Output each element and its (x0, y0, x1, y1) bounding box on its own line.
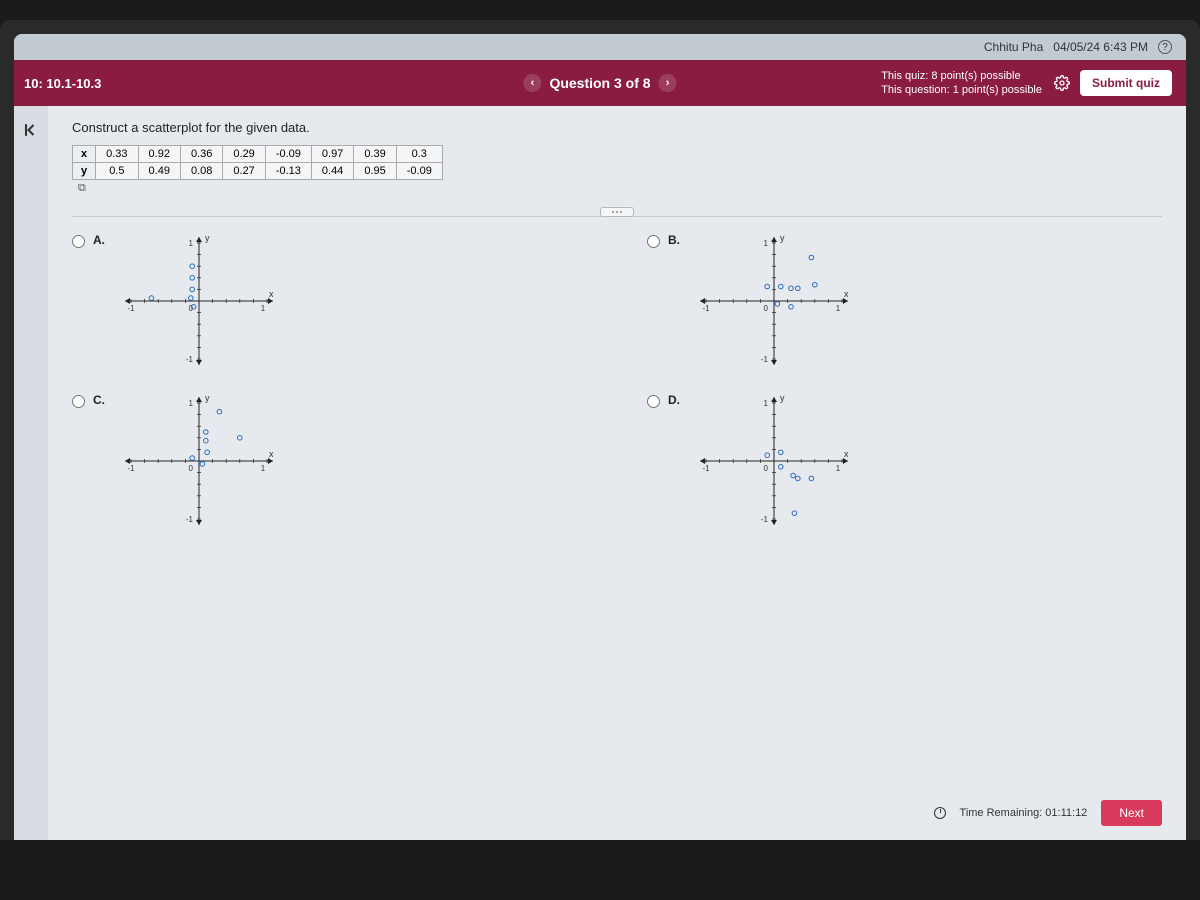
next-button[interactable]: Next (1101, 800, 1162, 826)
svg-text:0: 0 (764, 464, 769, 473)
radio-d[interactable] (647, 395, 660, 408)
svg-text:1: 1 (189, 399, 194, 408)
svg-text:y: y (780, 393, 785, 403)
header-datetime: 04/05/24 6:43 PM (1053, 40, 1148, 54)
clock-icon (934, 807, 946, 819)
svg-text:-1: -1 (761, 355, 769, 364)
svg-text:-1: -1 (761, 515, 769, 524)
svg-text:-1: -1 (186, 355, 194, 364)
svg-text:x: x (844, 289, 849, 299)
svg-text:-1: -1 (702, 304, 710, 313)
scatter-a: -111-10yx (119, 231, 279, 371)
svg-text:0: 0 (764, 304, 769, 313)
data-table: x 0.33 0.92 0.36 0.29 -0.09 0.97 0.39 0.… (72, 145, 443, 180)
svg-text:-1: -1 (127, 304, 135, 313)
row-x-label: x (73, 146, 96, 163)
svg-text:y: y (205, 233, 210, 243)
next-question-button[interactable]: › (659, 74, 677, 92)
table-row-y: y 0.5 0.49 0.08 0.27 -0.13 0.44 0.95 -0.… (73, 163, 443, 180)
svg-text:-1: -1 (702, 464, 710, 473)
content-row: Construct a scatterplot for the given da… (14, 106, 1186, 840)
quiz-points-line: This quiz: 8 point(s) possible (881, 69, 1042, 83)
gear-icon[interactable] (1054, 75, 1070, 91)
question-points-line: This question: 1 point(s) possible (881, 83, 1042, 97)
label-b: B. (668, 231, 686, 247)
left-gutter (14, 106, 48, 840)
monitor-frame: Chhitu Pha 04/05/24 6:43 PM ? 10: 10.1-1… (0, 20, 1200, 840)
user-name: Chhitu Pha (984, 40, 1043, 54)
header-actions: Submit quiz (1054, 70, 1186, 96)
label-d: D. (668, 391, 686, 407)
scatter-c: -1 1 1 -1 0 y x (119, 391, 279, 531)
radio-a[interactable] (72, 235, 85, 248)
svg-text:y: y (780, 233, 785, 243)
app-screen: Chhitu Pha 04/05/24 6:43 PM ? 10: 10.1-1… (14, 34, 1186, 840)
svg-text:-1: -1 (186, 515, 194, 524)
footer-bar: Time Remaining: 01:11:12 Next (934, 800, 1162, 826)
svg-text:x: x (269, 449, 274, 459)
svg-text:1: 1 (189, 239, 194, 248)
radio-c[interactable] (72, 395, 85, 408)
quiz-meta: This quiz: 8 point(s) possible This ques… (881, 69, 1054, 98)
row-y-label: y (73, 163, 96, 180)
svg-text:-1: -1 (127, 464, 135, 473)
prev-question-button[interactable]: ‹ (523, 74, 541, 92)
quiz-header-bar: 10: 10.1-10.3 ‹ Question 3 of 8 › This q… (14, 60, 1186, 106)
svg-text:1: 1 (836, 304, 841, 313)
scatter-d: -1 1 1 -1 0 y x (694, 391, 854, 531)
time-remaining: Time Remaining: 01:11:12 (960, 807, 1088, 819)
label-c: C. (93, 391, 111, 407)
table-row-x: x 0.33 0.92 0.36 0.29 -0.09 0.97 0.39 0.… (73, 146, 443, 163)
svg-text:1: 1 (261, 304, 266, 313)
svg-text:x: x (844, 449, 849, 459)
svg-text:0: 0 (189, 464, 194, 473)
section-label: 10: 10.1-10.3 (14, 76, 154, 91)
option-b: B. -1 1 1 -1 0 y x (647, 231, 972, 371)
svg-text:1: 1 (261, 464, 266, 473)
question-prompt: Construct a scatterplot for the given da… (72, 120, 1162, 135)
copy-icon[interactable]: ⧉ (78, 182, 86, 195)
top-bar: Chhitu Pha 04/05/24 6:43 PM ? (14, 34, 1186, 60)
svg-text:x: x (269, 289, 274, 299)
question-counter: Question 3 of 8 (549, 75, 650, 91)
scatter-b: -1 1 1 -1 0 y x (694, 231, 854, 371)
svg-text:1: 1 (836, 464, 841, 473)
submit-quiz-button[interactable]: Submit quiz (1080, 70, 1172, 96)
help-icon[interactable]: ? (1158, 40, 1172, 54)
radio-b[interactable] (647, 235, 660, 248)
option-d: D. -1 1 1 -1 0 y x (647, 391, 972, 531)
label-a: A. (93, 231, 111, 247)
option-a: A. -111-10yx (72, 231, 397, 371)
drag-handle[interactable] (600, 207, 634, 217)
question-nav: ‹ Question 3 of 8 › (523, 74, 676, 92)
svg-text:1: 1 (764, 239, 769, 248)
options-grid: A. -1 1 1 -1 0 y x B. -1 1 1 -1 0 y x C. -1 1 1 -1 0 y x (72, 231, 972, 531)
svg-text:y: y (205, 393, 210, 403)
option-c: C. -1 1 1 -1 0 y x (72, 391, 397, 531)
collapse-icon[interactable] (21, 120, 41, 140)
question-pane: Construct a scatterplot for the given da… (48, 106, 1186, 840)
svg-text:1: 1 (764, 399, 769, 408)
